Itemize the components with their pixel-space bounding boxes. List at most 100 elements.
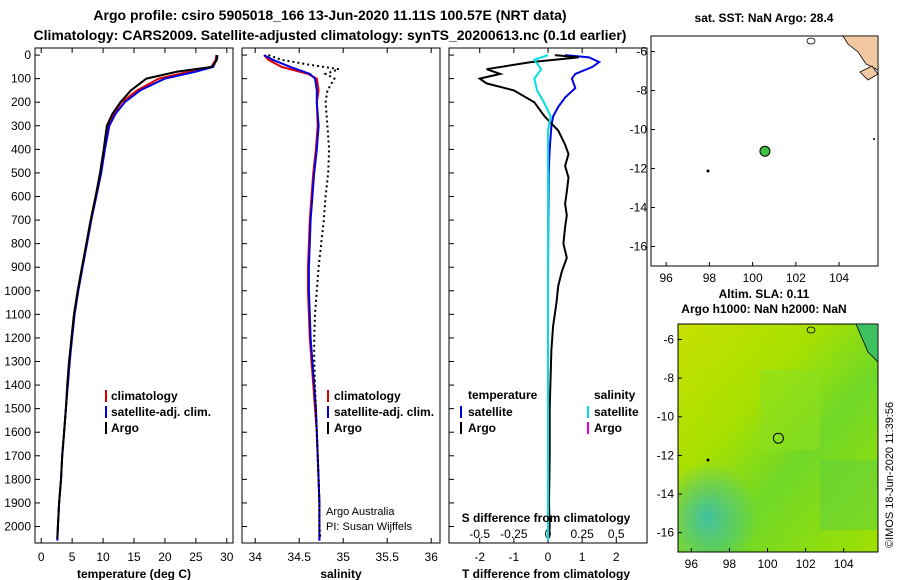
temperature-panel-frame: [34, 47, 234, 544]
x-tick-label: 15: [127, 550, 141, 564]
map-y-tick-label: -6: [663, 332, 674, 346]
land-patch: [842, 35, 879, 71]
salinity-panel-frame: [241, 47, 441, 544]
map-y-tick-label: -10: [630, 123, 648, 137]
map-y-tick-label: -14: [657, 487, 675, 501]
depth-tick-label: 600: [11, 190, 31, 204]
salinity-axis-label: salinity: [320, 567, 362, 580]
map-y-tick-label: -8: [663, 371, 674, 385]
island-dot: [706, 169, 710, 173]
top-x-tick-label: -0.25: [500, 527, 528, 541]
title-line-1: Argo profile: csiro 5905018_166 13-Jun-2…: [93, 7, 566, 23]
depth-tick-label: 1900: [4, 496, 31, 510]
sst-map: 96 98 100 102 104 -6 -8 -10 -12 -14 -16: [630, 35, 879, 285]
map-x-tick-label: 100: [758, 557, 778, 571]
series-argo: [56, 54, 219, 539]
salinity-legend: climatology satellite-adj. clim. Argo Ar…: [326, 389, 434, 533]
depth-tick-label: 2000: [4, 520, 31, 534]
series-argo-t-diff: [477, 54, 579, 539]
legend-argo: Argo: [111, 421, 139, 435]
sla-map-title-2: Argo h1000: NaN h2000: NaN: [681, 302, 846, 316]
map-y-tick-label: -12: [657, 448, 675, 462]
island-patch: [859, 65, 879, 81]
legend-t-argo: Argo: [468, 421, 496, 435]
float-position-marker: [772, 432, 784, 444]
x-tick-label: 34: [249, 550, 263, 564]
x-tick-label: 35.5: [376, 550, 400, 564]
depth-tick-label: 1300: [4, 355, 31, 369]
map-x-tick-label: 98: [723, 557, 737, 571]
temperature-chart: 0 5 10 15 20 25 30: [38, 48, 234, 564]
series-argo: [268, 54, 340, 539]
annotation-argo-australia: Argo Australia: [326, 506, 395, 518]
depth-tick-label: 900: [11, 260, 31, 274]
depth-tick-label: 1700: [4, 449, 31, 463]
temperature-legend: climatology satellite-adj. clim. Argo: [105, 389, 211, 435]
map-y-tick-label: -6: [636, 45, 647, 59]
land-patch: [855, 323, 879, 363]
sst-map-title: sat. SST: NaN Argo: 28.4: [695, 11, 834, 25]
x-tick-label: 30: [220, 550, 234, 564]
x-tick-label: 25: [189, 550, 203, 564]
depth-tick-label: 500: [11, 166, 31, 180]
map-x-tick-label: 96: [685, 557, 699, 571]
depth-tick-label: 800: [11, 237, 31, 251]
x-tick-label: -2: [474, 550, 485, 564]
legend-satellite-adj: satellite-adj. clim.: [334, 405, 434, 419]
depth-tick-label: 700: [11, 213, 31, 227]
map-y-tick-label: -16: [657, 526, 675, 540]
map-x-tick-label: 102: [796, 557, 816, 571]
s-difference-axis-label: S difference from climatology: [462, 511, 631, 525]
title-line-2: Climatology: CARS2009. Satellite-adjuste…: [34, 27, 627, 43]
island-dot: [873, 138, 875, 140]
depth-tick-label: 1800: [4, 472, 31, 486]
depth-tick-label: 0: [24, 48, 31, 62]
x-tick-label: 2: [613, 550, 620, 564]
map-y-tick-label: -12: [630, 162, 648, 176]
legend-header-temperature: temperature: [468, 388, 538, 402]
depth-tick-label: 300: [11, 119, 31, 133]
legend-climatology: climatology: [334, 389, 401, 403]
float-position-marker: [759, 145, 771, 157]
depth-tick-label: 1000: [4, 284, 31, 298]
depth-tick-label: 1600: [4, 425, 31, 439]
sla-patch: [760, 370, 820, 450]
map-x-tick-label: 104: [829, 271, 849, 285]
difference-legend: temperature salinity satellite Argo sate…: [460, 388, 639, 435]
difference-chart: -2 -1 0 1 2-0.5 -0.25 0 0.25 0.5: [469, 48, 625, 564]
legend-climatology: climatology: [111, 389, 178, 403]
top-x-tick-label: 0.25: [570, 527, 594, 541]
map-y-tick-label: -10: [657, 410, 675, 424]
legend-s-satellite: satellite: [594, 405, 639, 419]
map-x-tick-label: 104: [834, 557, 854, 571]
x-tick-label: 1: [579, 550, 586, 564]
sla-map-frame: [677, 323, 879, 553]
depth-tick-label: 400: [11, 142, 31, 156]
series-satellite-s-diff: [532, 54, 552, 541]
depth-axis: 0 100 200 300 400 500 600 700 800 900 1000 1100 1200…: [4, 48, 454, 534]
temperature-axis-label: temperature (deg C): [77, 567, 191, 580]
series-satellite-adj-clim-: [56, 54, 218, 541]
map-y-tick-label: -8: [636, 84, 647, 98]
legend-argo: Argo: [334, 421, 362, 435]
depth-tick-label: 1200: [4, 331, 31, 345]
credit-text: ©IMOS 18-Jun-2020 11:39:56: [884, 402, 896, 548]
depth-tick-label: 1100: [5, 307, 31, 321]
series-climatology: [56, 54, 218, 541]
top-x-tick-label: -0.5: [469, 527, 490, 541]
island-dot: [706, 458, 710, 462]
map-y-tick-label: -16: [630, 240, 648, 254]
sla-patch: [820, 460, 878, 530]
legend-satellite-adj: satellite-adj. clim.: [111, 405, 211, 419]
salinity-chart: 34 34.5 35 35.5 36: [249, 48, 438, 564]
depth-tick-label: 100: [11, 72, 31, 86]
sla-map: 96 98 100 102 104 -6 -8 -10 -12 -14 -16: [657, 323, 879, 571]
map-x-tick-label: 100: [743, 271, 763, 285]
depth-tick-label: 200: [11, 95, 31, 109]
depth-tick-label: 1400: [4, 378, 31, 392]
annotation-pi: PI: Susan Wijffels: [326, 521, 412, 533]
island-outline: [806, 326, 816, 334]
top-x-tick-label: 0.5: [608, 527, 625, 541]
x-tick-label: 20: [158, 550, 172, 564]
